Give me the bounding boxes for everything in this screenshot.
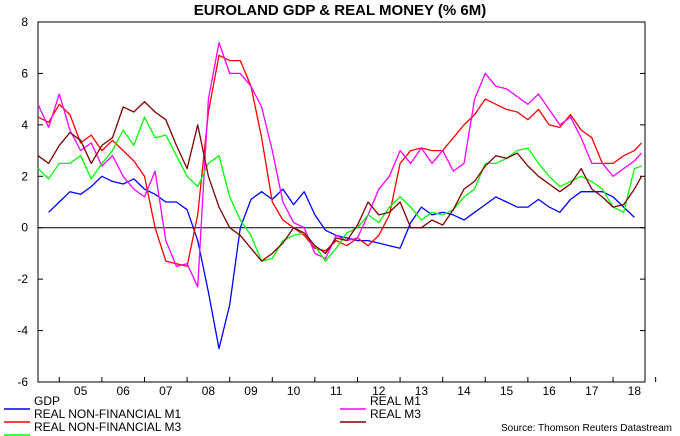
legend-label: REAL NON-FINANCIAL M1 bbox=[34, 407, 181, 421]
x-tick-label: 08 bbox=[202, 384, 216, 398]
series-line-1 bbox=[37, 54, 643, 267]
legend-label: REAL M3 bbox=[370, 407, 421, 421]
x-tick-label: 05 bbox=[74, 384, 88, 398]
x-tick-label: 10 bbox=[287, 384, 301, 398]
x-tick-label: 06 bbox=[117, 384, 131, 398]
x-axis: 05 06 07 08 09 10 11 12 13 14 15 16 17 18 bbox=[58, 377, 657, 398]
x-tick-label: 13 bbox=[415, 384, 429, 398]
y-tick-label: 6 bbox=[21, 66, 28, 80]
y-tick-label: -2 bbox=[17, 272, 28, 286]
y-tick-label: 4 bbox=[21, 118, 28, 132]
series-layer bbox=[37, 41, 643, 350]
x-tick-label: 12 bbox=[372, 384, 386, 398]
axes bbox=[37, 21, 646, 383]
x-tick-label: 15 bbox=[500, 384, 514, 398]
y-tick-label: 2 bbox=[21, 169, 28, 183]
x-tick-label: 09 bbox=[244, 384, 258, 398]
y-tick-label: -6 bbox=[17, 375, 28, 389]
source-note: Source: Thomson Reuters Datastream bbox=[501, 423, 672, 434]
x-tick-label: 16 bbox=[542, 384, 556, 398]
x-tick-label: 17 bbox=[585, 384, 599, 398]
chart-title: EUROLAND GDP & REAL MONEY (% 6M) bbox=[193, 2, 487, 19]
series-line-4 bbox=[37, 101, 643, 262]
legend-label: REAL M1 bbox=[370, 394, 421, 408]
y-axis: -6 -4 -2 0 2 4 6 8 bbox=[17, 15, 645, 389]
x-tick-label: 14 bbox=[457, 384, 471, 398]
plot-frame bbox=[37, 21, 646, 383]
x-tick-label: 07 bbox=[159, 384, 173, 398]
legend-label: GDP bbox=[34, 394, 60, 408]
y-tick-label: 8 bbox=[21, 15, 28, 29]
series-line-2 bbox=[37, 41, 643, 288]
y-tick-label: 0 bbox=[21, 221, 28, 235]
series-line-3 bbox=[37, 116, 642, 262]
y-tick-label: -4 bbox=[17, 324, 28, 338]
series-line-0 bbox=[48, 175, 635, 350]
x-tick-label: 11 bbox=[330, 384, 343, 398]
legend-label: REAL NON-FINANCIAL M3 bbox=[34, 420, 181, 434]
x-tick-label: 18 bbox=[628, 384, 642, 398]
